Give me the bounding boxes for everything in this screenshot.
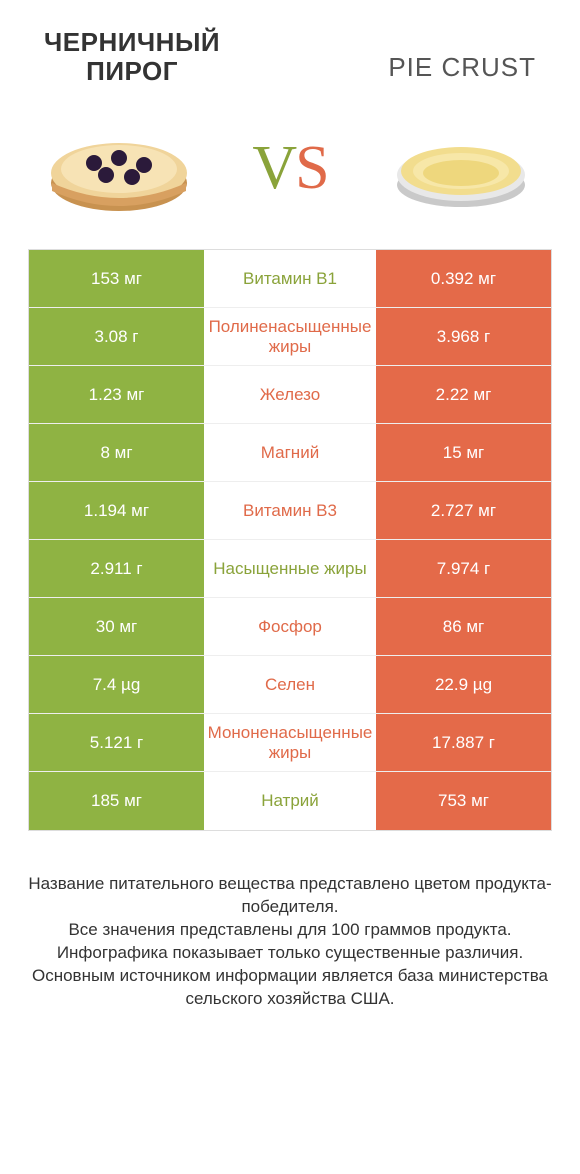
left-product-title: ЧЕРНИЧНЫЙПИРОГ <box>44 28 220 85</box>
footer-note: Название питательного вещества представл… <box>0 831 580 1011</box>
left-value: 1.194 мг <box>29 482 204 539</box>
right-value: 22.9 µg <box>376 656 551 713</box>
right-value: 15 мг <box>376 424 551 481</box>
right-value: 2.22 мг <box>376 366 551 423</box>
nutrient-label: Витамин B3 <box>204 482 376 539</box>
vs-s: S <box>295 134 327 202</box>
table-row: 5.121 гМононенасыщенные жиры17.887 г <box>29 714 551 772</box>
right-value: 86 мг <box>376 598 551 655</box>
left-value: 3.08 г <box>29 308 204 365</box>
nutrient-label: Селен <box>204 656 376 713</box>
left-value: 185 мг <box>29 772 204 830</box>
table-row: 30 мгФосфор86 мг <box>29 598 551 656</box>
left-value: 153 мг <box>29 250 204 307</box>
nutrient-label: Насыщенные жиры <box>204 540 376 597</box>
header: ЧЕРНИЧНЫЙПИРОГ PIE CRUST <box>0 0 580 95</box>
right-value: 17.887 г <box>376 714 551 771</box>
pie-crust-icon <box>386 113 536 223</box>
right-value: 753 мг <box>376 772 551 830</box>
comparison-table: 153 мгВитамин B10.392 мг3.08 гПолиненасы… <box>28 249 552 831</box>
table-row: 1.194 мгВитамин B32.727 мг <box>29 482 551 540</box>
left-value: 8 мг <box>29 424 204 481</box>
right-value: 0.392 мг <box>376 250 551 307</box>
hero-row: VS <box>0 95 580 249</box>
table-row: 3.08 гПолиненасыщенные жиры3.968 г <box>29 308 551 366</box>
left-value: 7.4 µg <box>29 656 204 713</box>
table-row: 8 мгМагний15 мг <box>29 424 551 482</box>
left-value: 5.121 г <box>29 714 204 771</box>
left-value: 30 мг <box>29 598 204 655</box>
nutrient-label: Полиненасыщенные жиры <box>204 308 376 365</box>
right-value: 3.968 г <box>376 308 551 365</box>
blueberry-pie-icon <box>44 113 194 223</box>
vs-v: V <box>252 134 295 202</box>
table-row: 185 мгНатрий753 мг <box>29 772 551 830</box>
nutrient-label: Мононенасыщенные жиры <box>204 714 376 771</box>
nutrient-label: Магний <box>204 424 376 481</box>
right-product-title: PIE CRUST <box>388 52 536 83</box>
nutrient-label: Натрий <box>204 772 376 830</box>
nutrient-label: Фосфор <box>204 598 376 655</box>
table-row: 2.911 гНасыщенные жиры7.974 г <box>29 540 551 598</box>
table-row: 153 мгВитамин B10.392 мг <box>29 250 551 308</box>
left-value: 2.911 г <box>29 540 204 597</box>
nutrient-label: Железо <box>204 366 376 423</box>
left-value: 1.23 мг <box>29 366 204 423</box>
table-row: 7.4 µgСелен22.9 µg <box>29 656 551 714</box>
right-value: 2.727 мг <box>376 482 551 539</box>
nutrient-label: Витамин B1 <box>204 250 376 307</box>
vs-label: VS <box>252 133 327 204</box>
right-value: 7.974 г <box>376 540 551 597</box>
table-row: 1.23 мгЖелезо2.22 мг <box>29 366 551 424</box>
